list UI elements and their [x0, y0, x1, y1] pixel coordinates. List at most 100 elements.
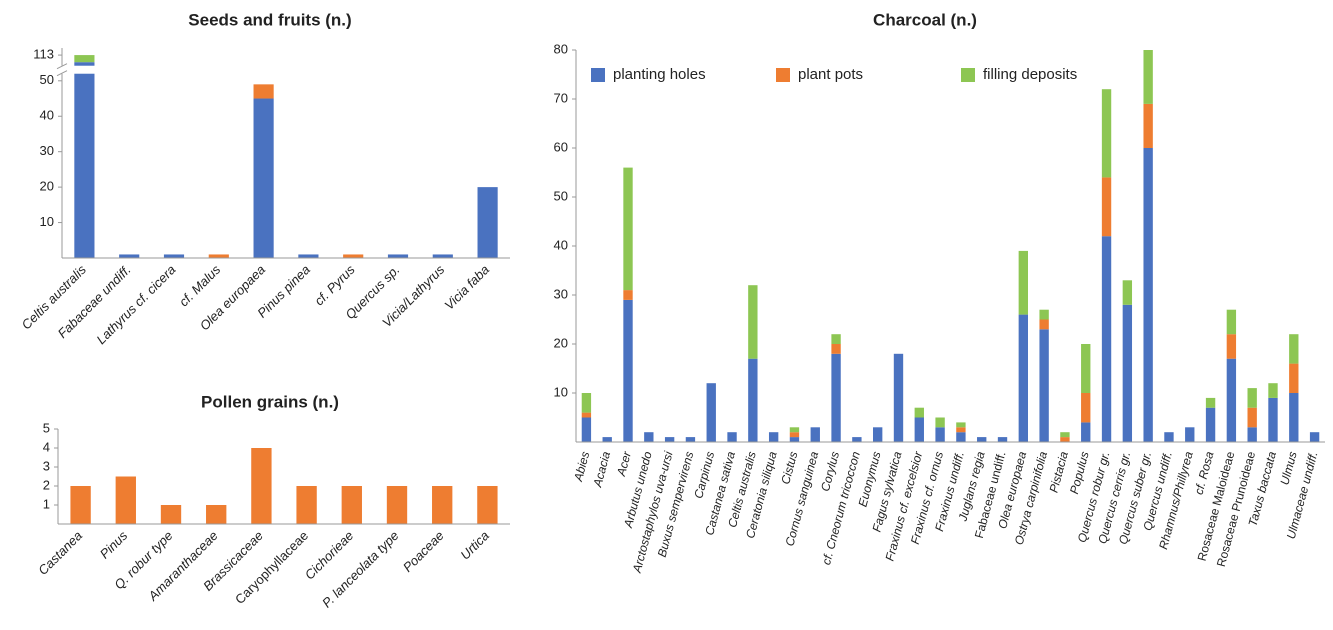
bar-segment	[1081, 393, 1091, 423]
bar	[160, 505, 182, 524]
bar-segment	[253, 98, 274, 259]
bar-segment	[74, 62, 95, 258]
bar-segment	[1205, 397, 1216, 408]
y-tick-label: 113	[33, 47, 54, 62]
bar	[477, 486, 498, 524]
y-tick-label: 10	[40, 214, 54, 229]
y-tick-label: 30	[554, 286, 568, 301]
bar-segment	[1060, 437, 1070, 442]
bar-segment	[432, 254, 453, 258]
x-tick-label: Cistus	[778, 450, 800, 486]
bar-segment	[1039, 319, 1049, 330]
y-tick-label: 2	[43, 477, 50, 492]
bar-segment	[1289, 363, 1299, 393]
bar	[341, 486, 362, 524]
axis-break-gap	[63, 65, 511, 74]
legend-label: planting holes	[613, 66, 706, 83]
bar-segment	[956, 422, 966, 428]
bar-segment	[1268, 397, 1278, 442]
axis-break-mark	[56, 70, 68, 77]
bar	[251, 448, 272, 524]
x-tick-label: Pinus	[97, 528, 131, 562]
bar-segment	[1060, 432, 1070, 438]
bar	[296, 486, 317, 524]
bar-segment	[748, 285, 758, 359]
bar-segment	[343, 254, 364, 258]
y-tick-label: 60	[554, 139, 568, 154]
bar-segment	[644, 432, 654, 442]
bar-segment	[852, 437, 862, 442]
bar-segment	[1226, 358, 1237, 442]
bar-segment	[1101, 89, 1112, 178]
x-tick-label: Abies	[571, 450, 593, 484]
legend-label: filling deposits	[983, 66, 1077, 83]
bar-segment	[623, 290, 633, 300]
bar-segment	[789, 437, 800, 442]
bar-segment	[477, 187, 498, 258]
bar-segment	[706, 383, 716, 442]
bar-segment	[727, 432, 737, 442]
x-tick-label: Ulmus	[1277, 450, 1299, 486]
x-tick-label: Urtica	[457, 528, 492, 563]
bar-segment	[956, 427, 966, 433]
bar-segment	[602, 437, 612, 442]
bar-segment	[1247, 407, 1257, 428]
bar-segment	[831, 353, 841, 442]
y-tick-label: 40	[554, 237, 568, 252]
y-tick-label: 4	[43, 439, 50, 454]
x-tick-label: Acer	[614, 449, 634, 478]
x-tick-label: Castanea	[35, 528, 85, 578]
bar-segment	[914, 407, 924, 418]
bar-segment	[664, 437, 675, 442]
bar-segment	[581, 412, 592, 418]
legend-swatch	[776, 68, 790, 82]
chart-title: Seeds and fruits (n.)	[188, 10, 351, 29]
bar-segment	[298, 254, 319, 258]
y-tick-label: 50	[40, 72, 54, 87]
bar-segment	[831, 334, 841, 344]
y-tick-label: 50	[554, 188, 568, 203]
bar-segment	[935, 417, 945, 428]
bar-segment	[872, 427, 883, 442]
bar	[115, 476, 136, 524]
bar-segment	[1226, 334, 1237, 359]
bar-segment	[831, 344, 841, 354]
y-tick-label: 80	[554, 41, 568, 56]
bar-segment	[1143, 148, 1153, 442]
bar-segment	[1143, 50, 1153, 104]
bar-segment	[1101, 177, 1112, 237]
legend-label: plant pots	[798, 66, 863, 83]
bar-segment	[1039, 329, 1049, 442]
bar-segment	[997, 437, 1008, 442]
bar-segment	[1081, 344, 1091, 393]
bar-segment	[1289, 393, 1299, 442]
bar-segment	[893, 353, 904, 442]
y-tick-label: 70	[554, 90, 568, 105]
bar-segment	[789, 427, 800, 433]
x-tick-label: Lathyrus cf. cicera	[93, 262, 178, 347]
bar-segment	[1122, 280, 1133, 305]
bar-segment	[1185, 427, 1195, 442]
bar-segment	[1143, 103, 1153, 148]
bar-segment	[208, 254, 229, 258]
x-tick-label: cf. Pyrus	[311, 262, 358, 309]
legend-swatch	[591, 68, 605, 82]
bar-segment	[1268, 383, 1278, 398]
y-tick-label: 3	[43, 458, 50, 473]
bar-segment	[1101, 236, 1112, 442]
bar	[70, 486, 91, 524]
chart-title: Charcoal (n.)	[873, 10, 977, 29]
y-tick-label: 5	[43, 420, 50, 435]
chart-title: Pollen grains (n.)	[201, 392, 339, 411]
bar-segment	[789, 432, 800, 438]
bar-segment	[748, 358, 758, 442]
bar-segment	[1039, 309, 1049, 320]
bar-segment	[1081, 422, 1091, 442]
y-tick-label: 20	[554, 335, 568, 350]
bar-segment	[387, 254, 409, 258]
y-tick-label: 30	[40, 143, 54, 158]
x-tick-label: Corylus	[818, 450, 842, 493]
bar-segment	[1164, 432, 1174, 442]
bar-segment	[1247, 427, 1257, 442]
